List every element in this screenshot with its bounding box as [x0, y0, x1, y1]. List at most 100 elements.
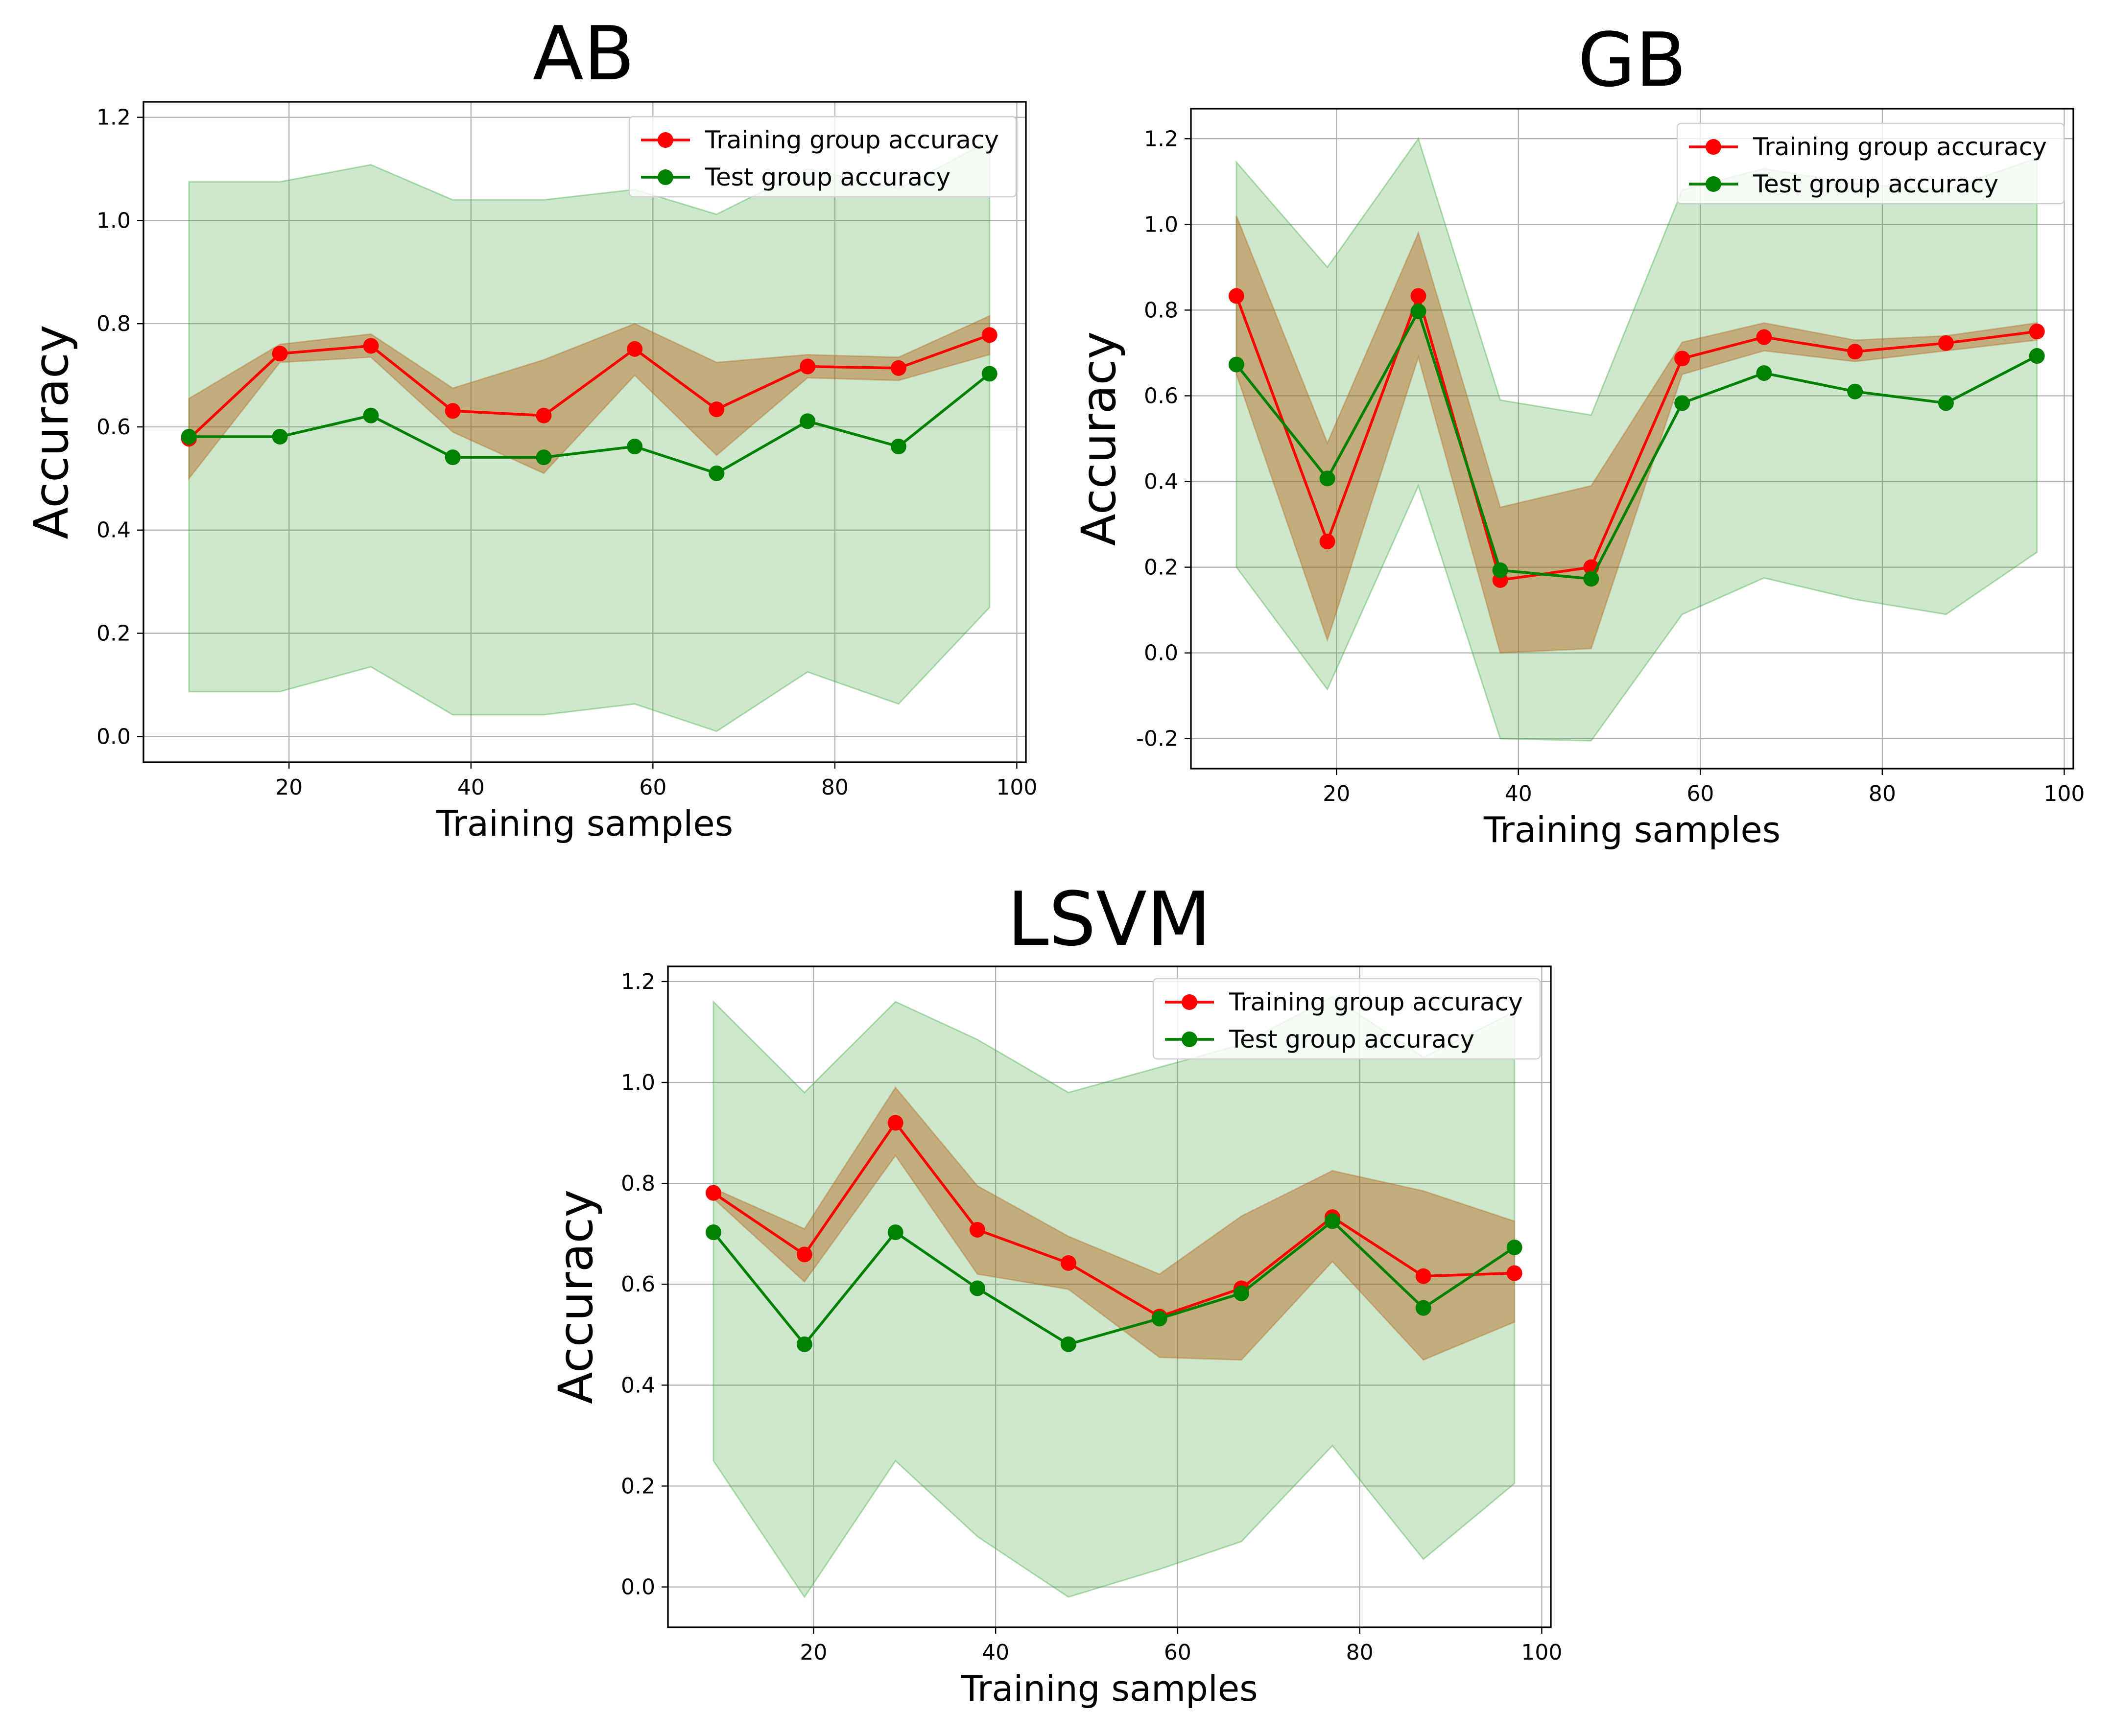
training-point: [969, 1221, 985, 1238]
x-tick-label: 60: [639, 775, 666, 800]
x-tick-label: 20: [800, 1640, 827, 1665]
y-tick-label: 0.2: [96, 621, 131, 646]
x-axis-label: Training samples: [436, 803, 733, 844]
chart-gb: 20 40 60 80 100 -0.2 0.0 0.2 0.4 0.6 0.8 1.0 1.2 Trai…: [1071, 17, 2085, 850]
test-point: [363, 407, 379, 423]
training-point: [1847, 344, 1863, 360]
y-axis-label: Accuracy: [1071, 331, 1126, 546]
x-tick-label: 60: [1164, 1640, 1191, 1665]
test-point: [1410, 304, 1426, 320]
y-tick-label: 0.0: [621, 1575, 655, 1600]
legend-box: [1152, 978, 1541, 1060]
training-point: [1938, 335, 1954, 351]
test-point: [536, 449, 552, 466]
y-tick-label: -0.2: [1136, 727, 1178, 751]
legend: Training group accuracy Test group accura…: [1676, 122, 2065, 205]
test-point: [709, 465, 725, 481]
x-axis-label: Training samples: [1483, 809, 1781, 850]
training-point: [705, 1185, 721, 1201]
chart-lsvm: 20 40 60 80 100 0.0 0.2 0.4 0.6 0.8 1.0 1.2 Training…: [548, 876, 1562, 1709]
y-tick-label: 0.4: [621, 1373, 655, 1398]
x-tick-label: 100: [1521, 1640, 1562, 1665]
test-point: [1674, 395, 1690, 411]
y-tick-label: 0.8: [621, 1171, 655, 1196]
test-line: [712, 1219, 1516, 1347]
legend-marker: [1182, 1032, 1197, 1047]
test-point: [1506, 1240, 1522, 1256]
confidence-bands: [188, 139, 991, 732]
training-point: [1319, 534, 1335, 550]
training-point: [1415, 1268, 1431, 1284]
training-point: [627, 341, 643, 357]
test-point: [627, 439, 643, 455]
training-point: [272, 346, 288, 362]
test-point: [890, 439, 906, 455]
x-tick-label: 100: [996, 775, 1037, 800]
legend-box: [628, 116, 1017, 198]
training-line: [1235, 291, 2038, 582]
training-point: [1674, 351, 1690, 367]
training-point: [1060, 1255, 1076, 1271]
legend-label: Training group accuracy: [1753, 133, 2047, 161]
legend-label: Training group accuracy: [705, 126, 999, 154]
chart-title: LSVM: [1007, 876, 1211, 962]
training-point: [890, 360, 906, 376]
test-point: [800, 413, 816, 429]
plot-frame: [142, 101, 1027, 763]
y-axis-label: Accuracy: [24, 325, 79, 539]
training-point: [800, 358, 816, 375]
training-point: [796, 1246, 812, 1263]
test-point: [1234, 1285, 1250, 1301]
x-tick-label: 40: [982, 1640, 1009, 1665]
y-tick-label: 1.2: [1144, 126, 1178, 151]
chart-ab: 20 40 60 80 100 0.0 0.2 0.4 0.6 0.8 1.0 1.2 Training…: [24, 10, 1037, 844]
test-point: [1151, 1311, 1167, 1327]
training-point: [1410, 288, 1426, 304]
test-point: [1492, 562, 1508, 578]
y-tick-label: 0.2: [1144, 555, 1178, 580]
chart-title: AB: [533, 10, 635, 97]
test-point: [1060, 1336, 1076, 1352]
training-point: [445, 403, 461, 419]
x-tick-label: 40: [457, 775, 485, 800]
test-point: [445, 449, 461, 466]
y-tick-label: 0.0: [1144, 641, 1178, 666]
confidence-bands: [712, 996, 1516, 1598]
training-band: [188, 315, 991, 481]
training-point: [981, 327, 997, 343]
y-tick-label: 1.2: [96, 105, 131, 130]
legend-marker: [1706, 176, 1721, 192]
y-tick-label: 0.6: [96, 415, 131, 440]
test-point: [1847, 383, 1863, 399]
legend-marker: [1706, 139, 1721, 155]
series-lines: [1228, 288, 2045, 588]
test-point: [796, 1336, 812, 1352]
training-line: [712, 1120, 1515, 1318]
legend-label: Test group accuracy: [1229, 1025, 1474, 1054]
test-point: [1319, 470, 1335, 487]
y-tick-label: 0.6: [1144, 383, 1178, 408]
test-point: [887, 1224, 903, 1241]
x-tick-label: 80: [1869, 781, 1896, 806]
legend-label: Test group accuracy: [1753, 170, 1998, 198]
y-tick-label: 0.8: [96, 311, 131, 336]
test-point: [1756, 365, 1772, 381]
plot-frame: [667, 965, 1552, 1628]
x-tick-label: 80: [821, 775, 849, 800]
test-line: [1235, 308, 2038, 581]
training-point: [536, 407, 552, 423]
training-line: [188, 333, 990, 440]
plot-frame: [1190, 108, 2074, 770]
x-tick-label: 40: [1505, 781, 1532, 806]
x-axis-label: Training samples: [960, 1668, 1258, 1709]
legend: Training group accuracy Test group accura…: [628, 116, 1017, 198]
y-tick-label: 0.8: [1144, 298, 1178, 323]
training-point: [887, 1115, 903, 1131]
test-point: [1938, 395, 1954, 411]
y-tick-label: 1.0: [621, 1070, 655, 1095]
training-point: [1506, 1265, 1522, 1281]
training-point: [709, 401, 725, 418]
training-point: [1228, 288, 1244, 304]
training-point: [1756, 329, 1772, 345]
y-tick-label: 1.0: [96, 208, 131, 233]
